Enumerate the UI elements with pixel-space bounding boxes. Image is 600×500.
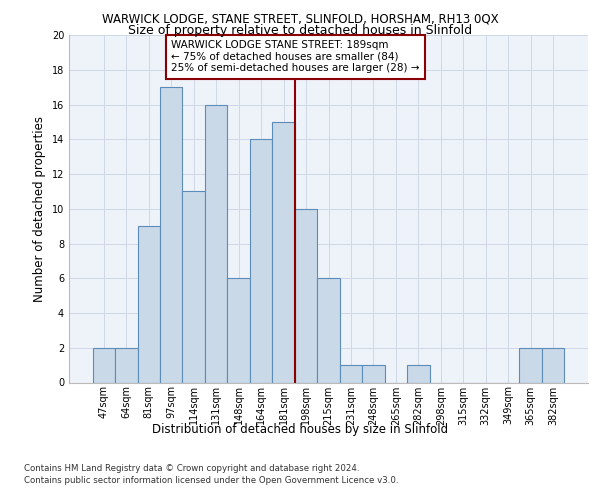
Text: Contains HM Land Registry data © Crown copyright and database right 2024.: Contains HM Land Registry data © Crown c…	[24, 464, 359, 473]
Bar	[362, 365, 385, 382]
Bar	[205, 104, 227, 382]
Bar	[340, 365, 362, 382]
Bar	[160, 87, 182, 382]
Bar	[295, 209, 317, 382]
Text: WARWICK LODGE, STANE STREET, SLINFOLD, HORSHAM, RH13 0QX: WARWICK LODGE, STANE STREET, SLINFOLD, H…	[101, 12, 499, 26]
Text: Distribution of detached houses by size in Slinfold: Distribution of detached houses by size …	[152, 422, 448, 436]
Text: Size of property relative to detached houses in Slinfold: Size of property relative to detached ho…	[128, 24, 472, 37]
Bar	[92, 348, 115, 382]
Bar	[250, 140, 272, 382]
Bar	[182, 192, 205, 382]
Bar	[115, 348, 137, 382]
Y-axis label: Number of detached properties: Number of detached properties	[33, 116, 46, 302]
Text: Contains public sector information licensed under the Open Government Licence v3: Contains public sector information licen…	[24, 476, 398, 485]
Bar	[520, 348, 542, 382]
Bar	[227, 278, 250, 382]
Text: WARWICK LODGE STANE STREET: 189sqm
← 75% of detached houses are smaller (84)
25%: WARWICK LODGE STANE STREET: 189sqm ← 75%…	[171, 40, 420, 74]
Bar	[317, 278, 340, 382]
Bar	[272, 122, 295, 382]
Bar	[137, 226, 160, 382]
Bar	[407, 365, 430, 382]
Bar	[542, 348, 565, 382]
